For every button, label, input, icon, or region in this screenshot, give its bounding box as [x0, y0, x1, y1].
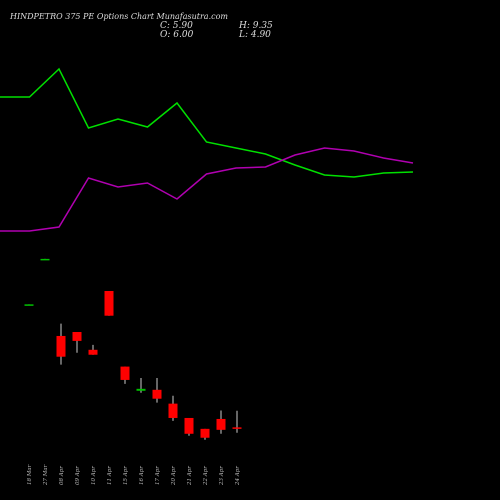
indicator-line [0, 67, 414, 178]
candle-body [72, 332, 82, 341]
close-label: C: 5.90 [160, 21, 193, 31]
x-tick-label: 08 Apr [59, 466, 65, 485]
x-tick-label: 11 Apr [107, 466, 113, 485]
candle-body [24, 304, 34, 306]
x-tick-label: 23 Apr [219, 466, 225, 486]
x-tick-label: 22 Apr [203, 466, 209, 486]
candle-body [200, 428, 210, 438]
x-tick-label: 17 Apr [155, 466, 161, 485]
candle-body [168, 403, 178, 418]
chart-title: HINDPETRO 375 PE Options Chart Munafasut… [9, 12, 228, 21]
candle-body [216, 418, 226, 430]
x-tick-label: 10 Apr [91, 466, 97, 485]
x-tick-label: 16 Apr [139, 466, 145, 485]
candle-body [232, 427, 242, 429]
candle-body [56, 335, 66, 357]
candle-body [152, 389, 162, 399]
low-label: L: 4.90 [238, 30, 271, 40]
candle-body [104, 291, 114, 316]
candle-body [120, 366, 130, 380]
indicator-line [0, 147, 414, 232]
x-tick-label: 18 Mar [27, 464, 33, 485]
high-label: H: 9.35 [238, 21, 273, 31]
open-label: O: 6.00 [160, 30, 194, 40]
candle-body [136, 388, 146, 391]
x-tick-label: 21 Apr [187, 466, 193, 486]
x-tick-label: 27 Mar [43, 464, 49, 486]
candle-body [88, 349, 98, 355]
x-tick-label: 24 Apr [235, 466, 241, 486]
x-tick-label: 15 Apr [123, 466, 129, 485]
candle-body [184, 417, 194, 434]
x-tick-label: 09 Apr [75, 466, 81, 485]
x-tick-label: 20 Apr [171, 466, 177, 486]
candle-body [40, 258, 50, 261]
